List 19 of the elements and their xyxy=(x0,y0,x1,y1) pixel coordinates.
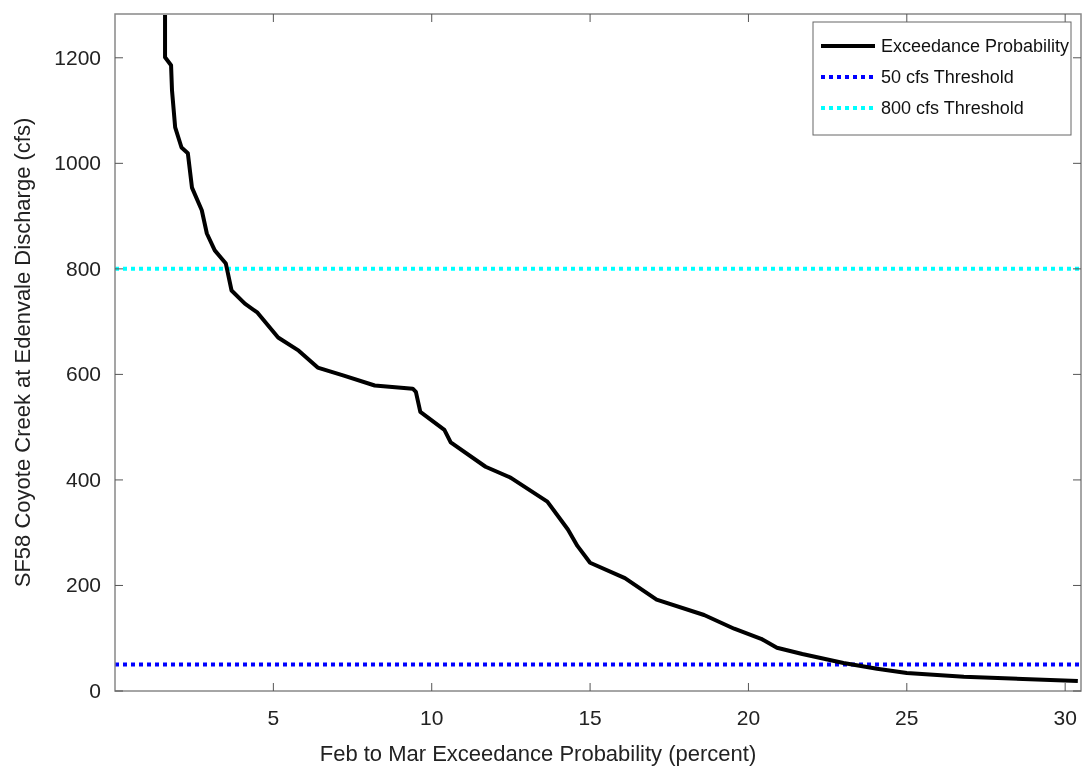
x-axis-title: Feb to Mar Exceedance Probability (percent) xyxy=(319,741,757,766)
y-tick-label: 1200 xyxy=(54,45,101,69)
legend-label: 800 cfs Threshold xyxy=(881,98,1024,118)
x-tick-label: 5 xyxy=(267,706,280,729)
x-tick-label: 30 xyxy=(1053,706,1077,729)
x-tick-label: 15 xyxy=(578,706,602,729)
x-tick-label: 10 xyxy=(420,706,444,729)
y-tick-label: 800 xyxy=(65,256,101,280)
line-series xyxy=(163,14,1080,683)
y-tick-label: 0 xyxy=(89,679,101,702)
x-tick-label: 20 xyxy=(736,706,761,729)
y-tick-label: 400 xyxy=(65,467,101,491)
y-axis-title: SF58 Coyote Creek at Edenvale Discharge (cfs) xyxy=(10,117,35,588)
y-tick-label: 1000 xyxy=(54,151,101,175)
legend-label: 50 cfs Threshold xyxy=(881,67,1014,87)
y-tick-label: 200 xyxy=(65,573,101,597)
y-tick-label: 600 xyxy=(65,362,101,386)
legend-label: Exceedance Probability xyxy=(881,36,1070,56)
x-tick-label: 25 xyxy=(895,706,919,729)
